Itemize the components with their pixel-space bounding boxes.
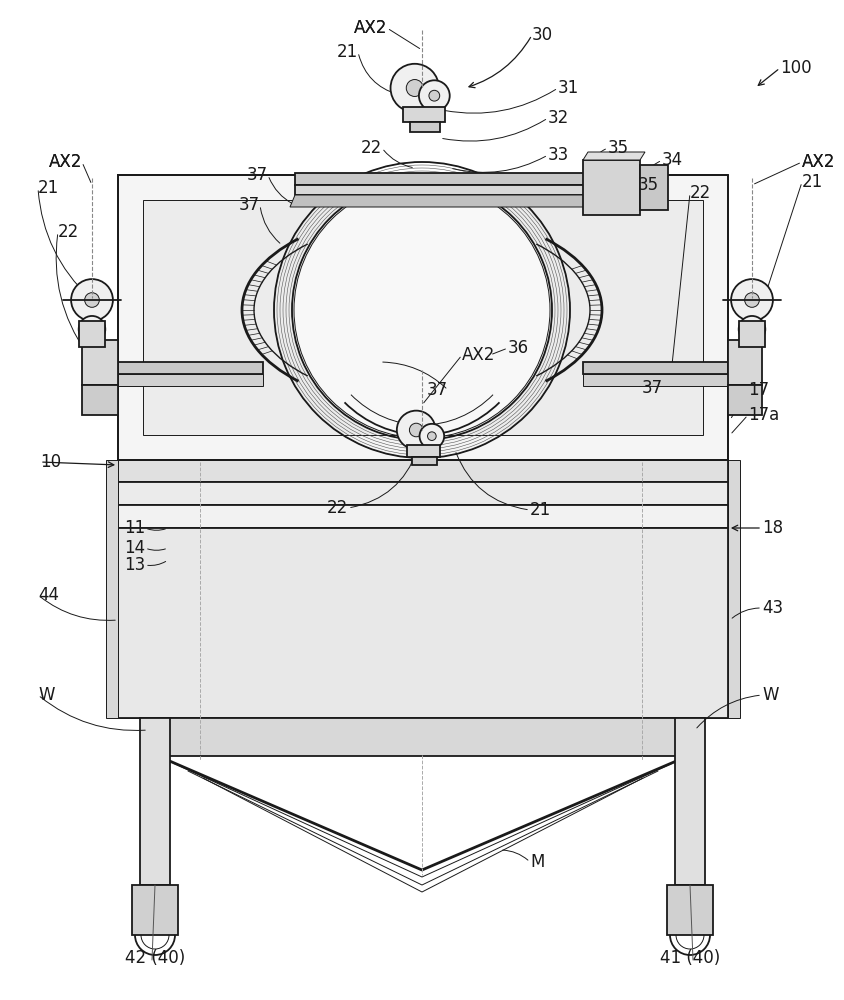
Text: 18: 18	[761, 519, 782, 537]
Text: AX2: AX2	[353, 19, 387, 37]
Polygon shape	[639, 165, 668, 210]
Text: 36: 36	[507, 339, 528, 357]
Polygon shape	[118, 175, 728, 460]
Polygon shape	[582, 362, 728, 374]
Text: 21: 21	[337, 43, 358, 61]
Polygon shape	[106, 460, 118, 718]
Text: 34: 34	[661, 151, 682, 169]
Circle shape	[746, 325, 755, 334]
Polygon shape	[738, 321, 764, 347]
Circle shape	[738, 316, 765, 343]
Text: 13: 13	[123, 556, 145, 574]
Text: 14: 14	[124, 539, 145, 557]
Polygon shape	[728, 340, 761, 385]
Circle shape	[427, 432, 436, 440]
Text: AX2: AX2	[801, 153, 835, 171]
Text: 17: 17	[747, 381, 768, 399]
Polygon shape	[409, 122, 440, 132]
Text: AX2: AX2	[353, 19, 387, 37]
Polygon shape	[402, 107, 445, 122]
Polygon shape	[118, 374, 262, 386]
Text: 32: 32	[548, 109, 569, 127]
Text: AX2: AX2	[462, 346, 495, 364]
Circle shape	[390, 64, 438, 112]
Polygon shape	[289, 195, 625, 207]
Text: AX2: AX2	[49, 153, 82, 171]
Text: AX2: AX2	[49, 153, 82, 171]
Circle shape	[71, 279, 113, 321]
Text: 43: 43	[761, 599, 782, 617]
Circle shape	[419, 424, 444, 448]
Polygon shape	[132, 885, 178, 935]
Circle shape	[78, 316, 106, 343]
Polygon shape	[674, 718, 704, 885]
Text: 22: 22	[690, 184, 711, 202]
Text: 42 (40): 42 (40)	[125, 949, 185, 967]
Circle shape	[84, 293, 100, 307]
Circle shape	[406, 80, 423, 96]
Circle shape	[87, 325, 96, 334]
Circle shape	[409, 423, 423, 437]
Text: 21: 21	[529, 501, 550, 519]
Text: 44: 44	[38, 586, 59, 604]
Polygon shape	[582, 374, 728, 386]
Text: W: W	[38, 686, 54, 704]
Text: 10: 10	[40, 453, 61, 471]
Polygon shape	[728, 385, 761, 415]
Text: 37: 37	[426, 381, 447, 399]
Polygon shape	[666, 885, 712, 935]
Circle shape	[397, 411, 435, 449]
Text: 41 (40): 41 (40)	[659, 949, 719, 967]
Polygon shape	[82, 340, 118, 385]
Text: 22: 22	[58, 223, 79, 241]
Polygon shape	[118, 505, 728, 528]
Text: 30: 30	[532, 26, 553, 44]
Polygon shape	[118, 482, 728, 505]
Circle shape	[419, 80, 449, 111]
Polygon shape	[118, 528, 728, 718]
Polygon shape	[143, 200, 702, 435]
Polygon shape	[118, 362, 262, 374]
Text: W: W	[761, 686, 777, 704]
Text: 22: 22	[327, 499, 348, 517]
Polygon shape	[118, 460, 728, 482]
Text: 17a: 17a	[747, 406, 778, 424]
Text: 22: 22	[360, 139, 381, 157]
Text: 37: 37	[641, 379, 663, 397]
Text: 33: 33	[548, 146, 569, 164]
Text: 21: 21	[38, 179, 59, 197]
Circle shape	[730, 279, 772, 321]
Text: 35: 35	[637, 176, 658, 194]
Polygon shape	[140, 718, 170, 885]
Polygon shape	[295, 173, 619, 185]
Text: 100: 100	[779, 59, 811, 77]
Circle shape	[294, 182, 549, 438]
Polygon shape	[118, 460, 728, 718]
Text: 35: 35	[608, 139, 629, 157]
Polygon shape	[82, 385, 118, 415]
Text: 37: 37	[246, 166, 268, 184]
Text: AX2: AX2	[801, 153, 835, 171]
Polygon shape	[406, 445, 440, 457]
Text: 21: 21	[801, 173, 822, 191]
Polygon shape	[582, 160, 639, 215]
Text: 31: 31	[557, 79, 579, 97]
Polygon shape	[582, 152, 644, 160]
Polygon shape	[79, 321, 105, 347]
Text: 37: 37	[239, 196, 260, 214]
Circle shape	[429, 90, 439, 101]
Circle shape	[744, 293, 759, 307]
Polygon shape	[728, 460, 739, 718]
Polygon shape	[295, 185, 619, 195]
Polygon shape	[158, 718, 687, 756]
Text: 11: 11	[123, 519, 145, 537]
Polygon shape	[412, 457, 436, 465]
Text: M: M	[529, 853, 544, 871]
